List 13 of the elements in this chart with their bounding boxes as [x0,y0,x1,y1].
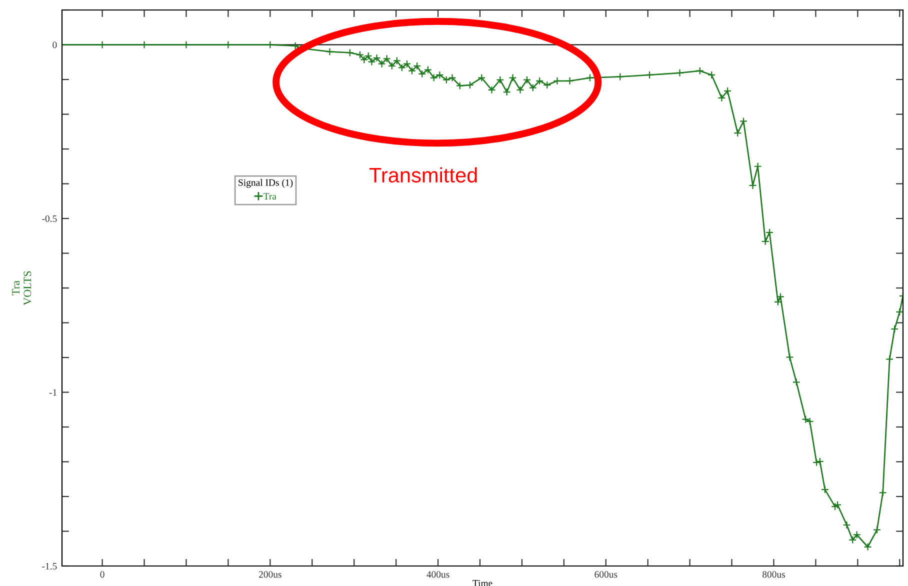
x-tick-label: 200us [258,571,282,578]
y-tick-label: -0.5 [42,215,57,222]
y-tick-label: -1 [49,389,57,396]
y-tick-label: -1.5 [42,562,57,570]
y-axis-title: Tra VOLTS [12,271,32,306]
x-tick-label: 800us [762,571,786,578]
y-tick-label: 0 [52,42,57,48]
legend-title: Signal IDs (1) [238,179,293,188]
legend-label: Tra [263,193,276,200]
x-tick-label: 400us [426,571,450,578]
annotation: Transmitted [369,167,477,183]
x-tick-label: 600us [594,571,618,578]
x-tick-label: 0 [100,571,104,578]
